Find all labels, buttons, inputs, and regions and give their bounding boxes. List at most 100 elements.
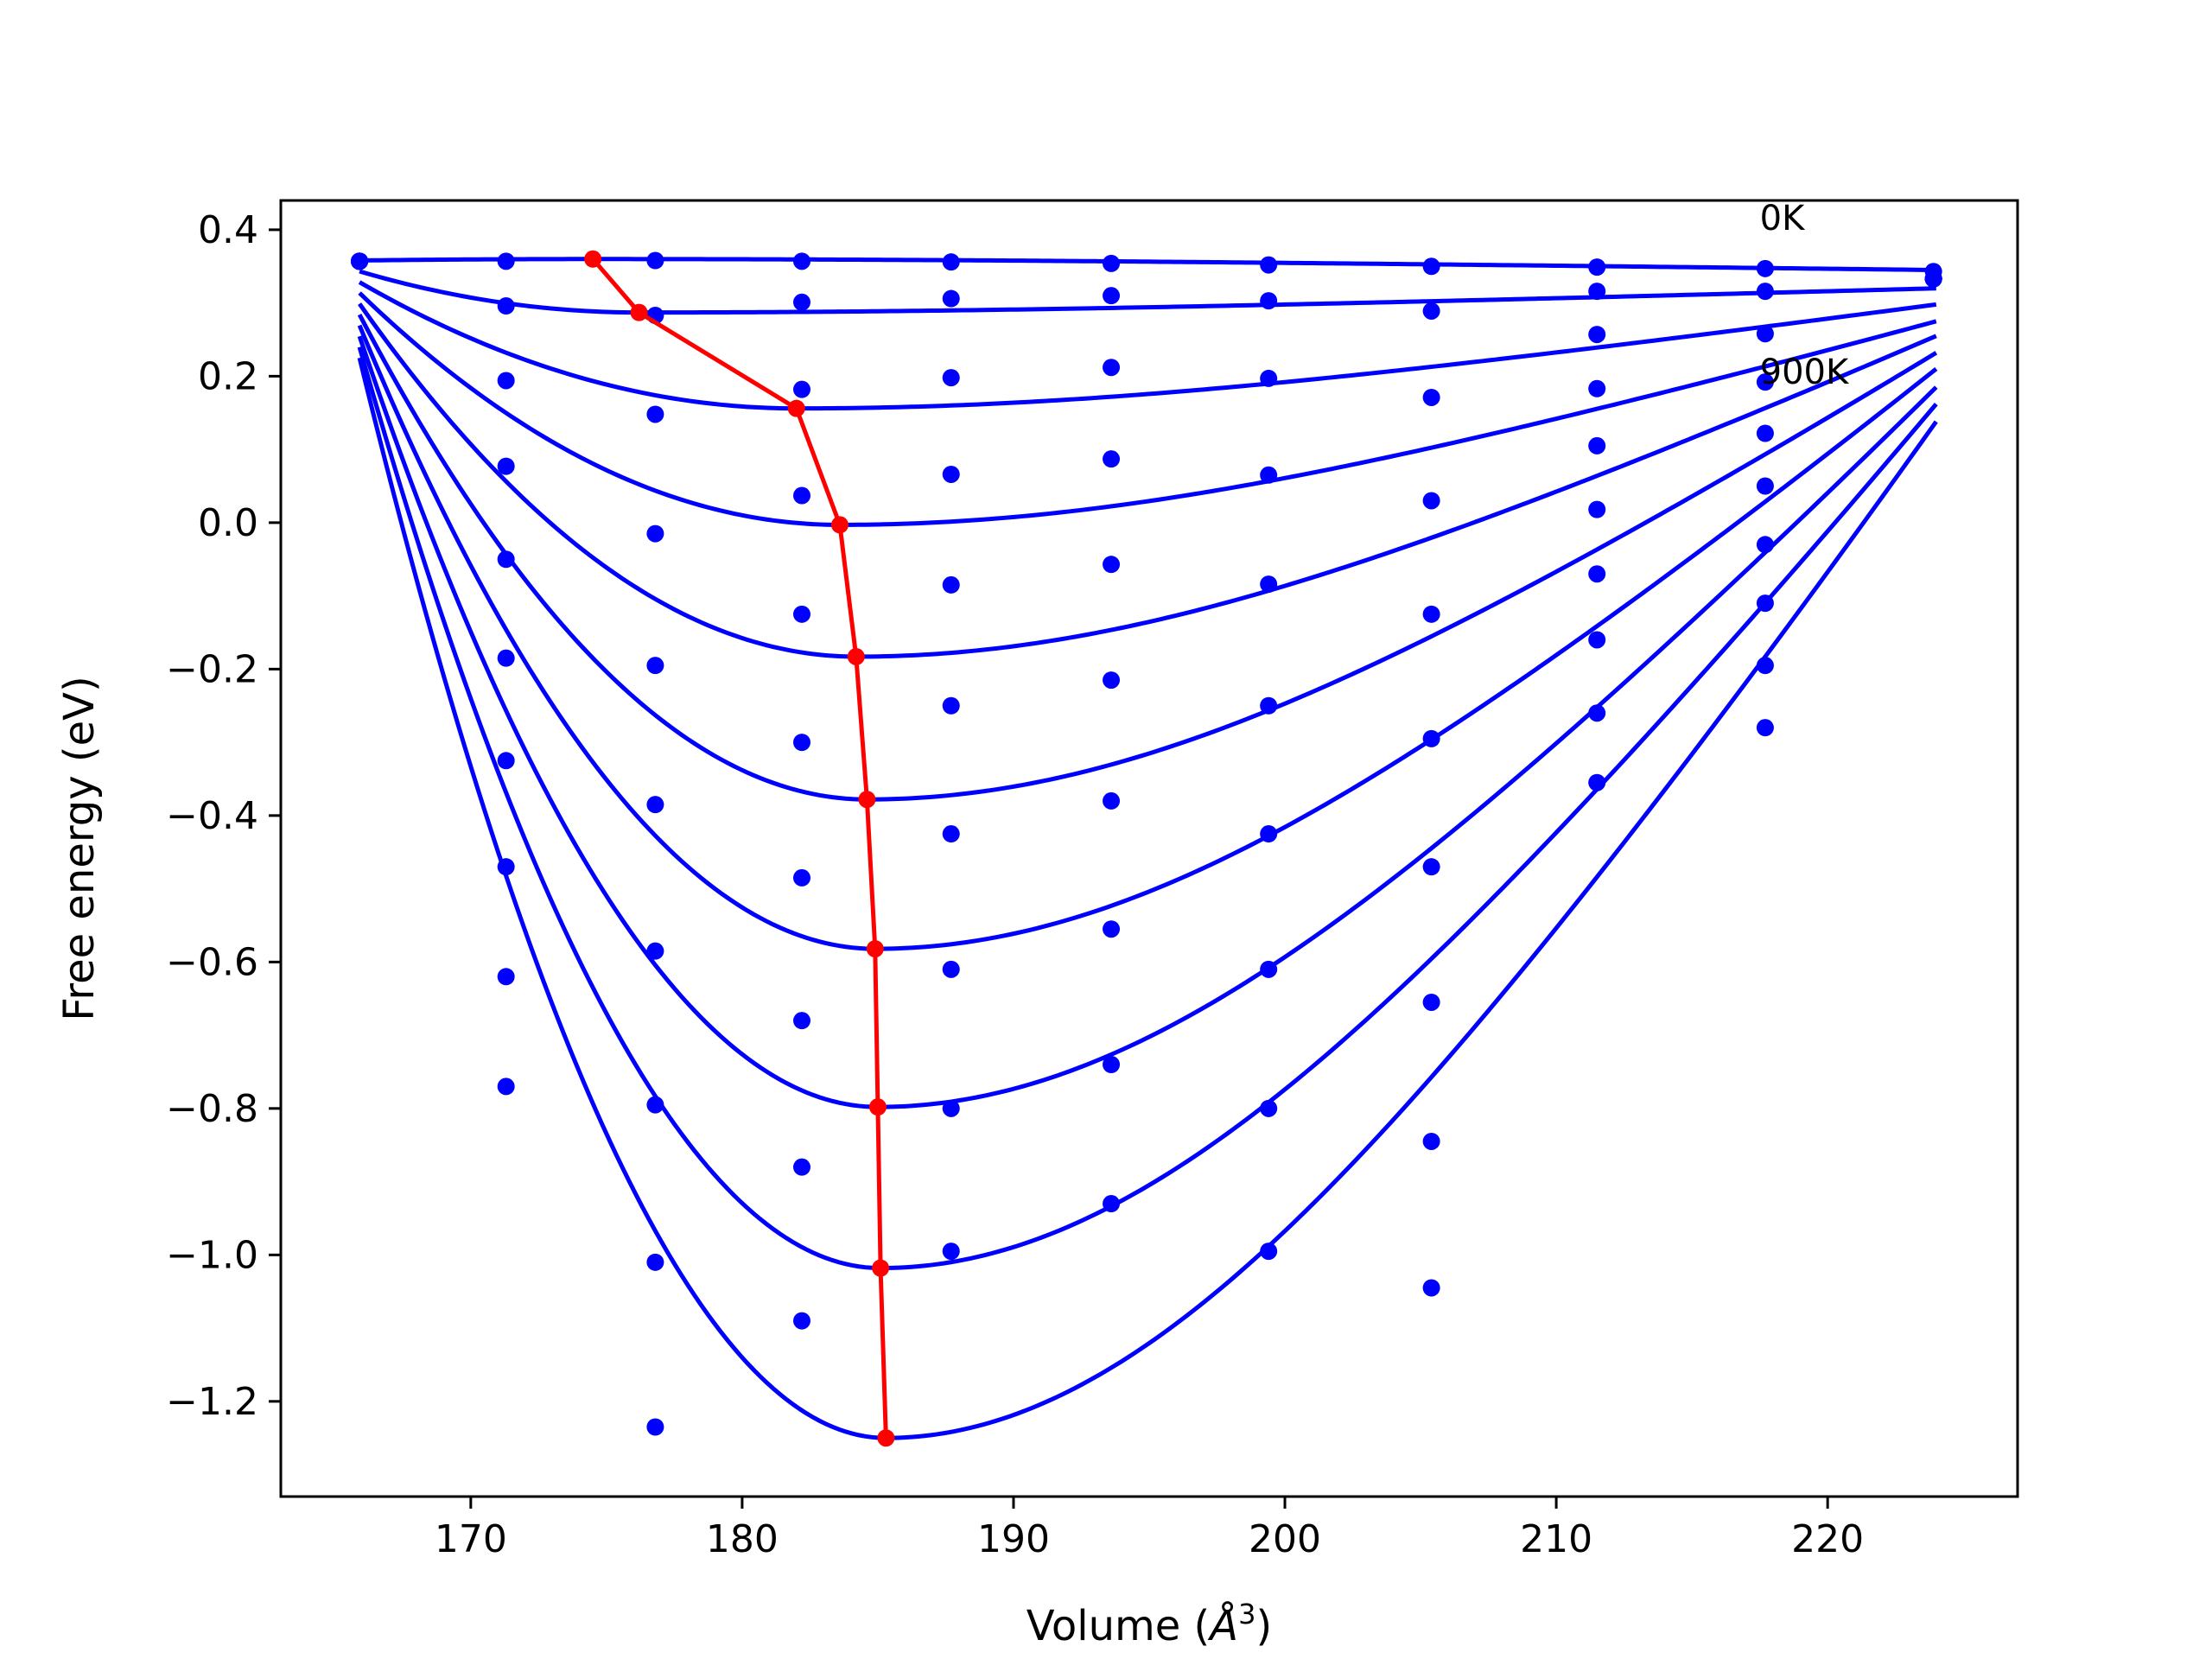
data-point-1-8 [1588, 283, 1606, 301]
data-point-8-3 [793, 1158, 810, 1176]
data-point-9-2 [646, 1418, 664, 1436]
y-tick-label-5: −0.6 [166, 940, 258, 984]
data-point-2-1 [497, 372, 515, 390]
data-point-9-6 [1260, 1243, 1278, 1261]
data-point-7-6 [1260, 960, 1278, 978]
data-point-2-9 [1756, 325, 1774, 343]
data-point-4-5 [1103, 556, 1121, 574]
scatter-layer [351, 251, 1942, 1436]
x-tick-label-210: 210 [1520, 1517, 1592, 1561]
annotation-1: 900K [1760, 353, 1850, 392]
data-point-9-3 [793, 1312, 810, 1330]
fit-curve-4 [358, 302, 1937, 659]
fit-curve-9 [357, 357, 1938, 1440]
x-tick-label-180: 180 [706, 1517, 779, 1561]
data-point-4-7 [1422, 605, 1440, 623]
annotation-0: 0K [1760, 199, 1806, 238]
data-point-7-3 [793, 1012, 810, 1030]
data-point-1-9 [1756, 283, 1774, 301]
minimum-point-7 [868, 1098, 887, 1116]
fit-curve-8 [357, 346, 1938, 1271]
data-point-9-1 [497, 1077, 515, 1096]
data-point-6-2 [646, 942, 664, 960]
x-axis-title-unit: Å [1207, 1601, 1238, 1650]
data-point-8-1 [497, 968, 515, 986]
minimum-point-8 [872, 1259, 890, 1277]
data-point-9-7 [1422, 1279, 1440, 1297]
y-tick-label-0: 0.4 [198, 208, 258, 252]
data-point-9-10 [1924, 270, 1942, 288]
data-point-4-6 [1260, 575, 1278, 594]
x-tick-label-190: 190 [977, 1517, 1050, 1561]
data-point-4-2 [646, 657, 664, 675]
data-point-6-7 [1422, 858, 1440, 876]
data-point-4-4 [942, 575, 960, 594]
minima-line [591, 257, 888, 1439]
data-point-7-9 [1756, 594, 1774, 613]
data-point-6-8 [1588, 565, 1606, 583]
data-point-2-3 [793, 380, 810, 398]
y-axis-title: Free energy (eV) [55, 676, 104, 1020]
data-point-9-4 [942, 1243, 960, 1261]
data-point-3-7 [1422, 492, 1440, 510]
minimum-point-1 [630, 303, 648, 321]
data-point-0-5 [1103, 254, 1121, 272]
data-point-5-2 [646, 796, 664, 814]
fit-curve-0 [359, 257, 1936, 273]
data-point-8-2 [646, 1253, 664, 1271]
data-point-2-5 [1103, 359, 1121, 377]
data-point-2-2 [646, 405, 664, 423]
data-point-6-4 [942, 825, 960, 843]
x-tick-label-200: 200 [1249, 1517, 1321, 1561]
data-point-3-4 [942, 465, 960, 483]
y-tick-label-7: −1.0 [166, 1233, 258, 1277]
data-point-9-8 [1588, 773, 1606, 791]
data-point-7-2 [646, 1096, 664, 1114]
data-point-0-7 [1422, 257, 1440, 276]
minimum-point-9 [877, 1429, 895, 1447]
x-axis-title-text: Volume [1027, 1602, 1181, 1650]
y-tick-label-1: 0.2 [198, 354, 258, 398]
data-point-2-4 [942, 369, 960, 387]
data-point-1-3 [793, 293, 810, 311]
data-point-1-4 [942, 289, 960, 308]
data-point-8-7 [1422, 1132, 1440, 1150]
data-point-7-4 [942, 960, 960, 978]
data-point-1-7 [1422, 302, 1440, 320]
minimum-point-2 [787, 399, 805, 417]
data-point-2-6 [1260, 369, 1278, 387]
data-point-8-6 [1260, 1099, 1278, 1117]
data-point-6-6 [1260, 825, 1278, 843]
x-tick-label-220: 220 [1791, 1517, 1864, 1561]
data-point-5-5 [1103, 671, 1121, 690]
fit-curve-2 [358, 280, 1937, 411]
data-point-0-2 [646, 251, 664, 270]
minima-layer [584, 250, 895, 1447]
plot-frame [279, 199, 2019, 1498]
data-point-7-1 [497, 858, 515, 876]
minimum-point-6 [866, 940, 884, 958]
data-point-1-5 [1103, 287, 1121, 305]
data-point-7-5 [1103, 920, 1121, 938]
fit-curve-6 [357, 324, 1938, 951]
data-point-4-1 [497, 550, 515, 569]
y-tick-label-6: −0.8 [166, 1087, 258, 1131]
y-tick-label-2: 0.0 [198, 501, 258, 545]
data-point-2-7 [1422, 388, 1440, 406]
data-point-0-3 [793, 252, 810, 270]
data-point-3-3 [793, 486, 810, 505]
data-point-0-4 [942, 253, 960, 271]
y-axis: 0.4 0.2 0.0 −0.2 −0.4 −0.6 −0.8 −1.0 −1.2 [166, 208, 281, 1424]
data-point-4-9 [1756, 424, 1774, 442]
data-point-3-1 [497, 457, 515, 475]
data-point-1-1 [497, 297, 515, 315]
curves-layer [357, 257, 1938, 1440]
data-point-5-4 [942, 696, 960, 715]
data-point-0-1 [497, 252, 515, 270]
data-point-7-7 [1422, 993, 1440, 1011]
y-tick-label-4: −0.4 [166, 794, 258, 838]
data-point-7-8 [1588, 631, 1606, 649]
data-point-3-5 [1103, 450, 1121, 468]
annotations-layer: 0K 900K [1760, 199, 1850, 392]
data-point-3-8 [1588, 379, 1606, 397]
